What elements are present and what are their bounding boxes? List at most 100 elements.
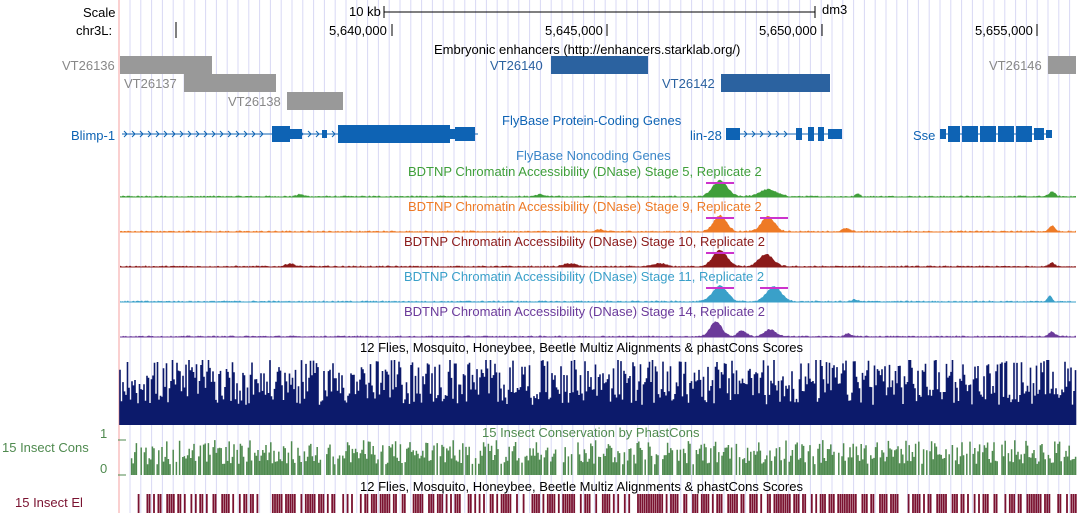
strand-arrow-icon — [307, 130, 312, 138]
exon-block[interactable] — [455, 127, 475, 141]
phastcons-side-label[interactable]: 15 Insect Cons — [2, 440, 89, 455]
enhancer-block[interactable] — [1048, 56, 1076, 74]
strand-arrow-icon — [155, 130, 160, 138]
exon-block[interactable] — [726, 128, 740, 140]
strand-arrow-icon — [775, 130, 780, 138]
strand-arrow-icon — [759, 130, 764, 138]
exon-block[interactable] — [796, 128, 802, 140]
enhancer-block[interactable] — [120, 56, 212, 74]
signal-clip-marker — [760, 217, 788, 219]
exon-block[interactable] — [338, 125, 450, 143]
assembly-label: dm3 — [822, 2, 848, 17]
exon-block[interactable] — [808, 127, 814, 141]
chrom-label: chr3L: — [76, 23, 113, 38]
conserved-elements[interactable] — [137, 494, 1077, 513]
dnase-stage5-signal[interactable] — [120, 179, 1076, 197]
signal-clip-marker — [706, 182, 734, 184]
position-label: 5,640,000 — [329, 23, 387, 38]
enhancer-label[interactable]: VT26140 — [490, 58, 543, 73]
dnase-stage10-title[interactable]: BDTNP Chromatin Accessibility (DNase) St… — [404, 234, 766, 249]
enhancer-label[interactable]: VT26136 — [62, 58, 115, 73]
strand-arrow-icon — [195, 130, 200, 138]
signal-clip-marker — [706, 252, 734, 254]
gene-label-sse[interactable]: Sse — [913, 128, 936, 143]
phastcons-y-min: 0 — [100, 461, 108, 476]
elements-side-label[interactable]: 15 Insect El — [15, 495, 83, 510]
strand-arrow-icon — [171, 130, 176, 138]
strand-arrow-icon — [187, 130, 192, 138]
strand-arrow-icon — [131, 130, 136, 138]
strand-arrow-icon — [315, 130, 320, 138]
enhancers-track-title[interactable]: Embryonic enhancers (http://enhancers.st… — [434, 42, 741, 57]
exon-block[interactable] — [1034, 128, 1044, 140]
strand-arrow-icon — [179, 130, 184, 138]
position-label: 5,655,000 — [975, 23, 1033, 38]
protein-coding-track-title[interactable]: FlyBase Protein-Coding Genes — [502, 113, 682, 128]
enhancer-label[interactable]: VT26138 — [228, 94, 281, 109]
dnase-stage10-signal[interactable] — [120, 249, 1076, 267]
position-label: 5,645,000 — [545, 23, 603, 38]
scale-bar-text: 10 kb — [349, 4, 381, 19]
exon-block[interactable] — [980, 126, 996, 142]
strand-arrow-icon — [147, 130, 152, 138]
strand-arrow-icon — [783, 130, 788, 138]
strand-arrow-icon — [235, 130, 240, 138]
enhancer-block[interactable] — [287, 92, 343, 110]
signal-tracks[interactable] — [118, 179, 1077, 513]
strand-arrow-icon — [203, 130, 208, 138]
strand-arrow-icon — [123, 130, 128, 138]
ruler — [175, 6, 1038, 38]
exon-block[interactable] — [818, 127, 824, 141]
enhancer-label[interactable]: VT26142 — [662, 76, 715, 91]
exon-block[interactable] — [828, 129, 842, 139]
exon-block[interactable] — [1016, 126, 1032, 142]
strand-arrow-icon — [331, 130, 336, 138]
exon-block[interactable] — [272, 126, 290, 142]
exon-block[interactable] — [998, 126, 1014, 142]
enhancer-block[interactable] — [551, 56, 648, 74]
signal-clip-marker — [760, 287, 788, 289]
strand-arrow-icon — [751, 130, 756, 138]
dnase-stage9-title[interactable]: BDTNP Chromatin Accessibility (DNase) St… — [408, 199, 762, 214]
gene-track[interactable] — [122, 125, 1052, 143]
phastcons-track-title[interactable]: 15 Insect Conservation by PhastCons — [482, 425, 700, 440]
multiz-track-title[interactable]: 12 Flies, Mosquito, Honeybee, Beetle Mul… — [360, 340, 803, 355]
multiz-bars[interactable] — [119, 360, 1077, 425]
exon-block[interactable] — [450, 129, 455, 139]
enhancer-block[interactable] — [721, 74, 830, 92]
dnase-stage14-signal[interactable] — [120, 321, 1076, 337]
strand-arrow-icon — [251, 130, 256, 138]
strand-arrow-icon — [743, 130, 748, 138]
strand-arrow-icon — [163, 130, 168, 138]
signal-clip-marker — [706, 287, 734, 289]
strand-arrow-icon — [767, 130, 772, 138]
exon-block[interactable] — [322, 130, 327, 138]
strand-arrow-icon — [243, 130, 248, 138]
gene-label-blimp1[interactable]: Blimp-1 — [71, 128, 116, 143]
enhancer-label[interactable]: VT26146 — [989, 58, 1042, 73]
enhancer-track[interactable] — [120, 56, 1076, 110]
exon-block[interactable] — [948, 126, 960, 142]
exon-block[interactable] — [940, 129, 946, 139]
strand-arrow-icon — [211, 130, 216, 138]
exon-block[interactable] — [1046, 130, 1052, 138]
enhancer-block[interactable] — [184, 74, 276, 92]
strand-arrow-icon — [219, 130, 224, 138]
noncoding-track-title[interactable]: FlyBase Noncoding Genes — [516, 148, 671, 163]
signal-clip-marker — [706, 217, 734, 219]
gene-label-lin28[interactable]: lin-28 — [690, 128, 722, 143]
enhancer-label[interactable]: VT26137 — [124, 76, 177, 91]
dnase-stage11-title[interactable]: BDTNP Chromatin Accessibility (DNase) St… — [404, 269, 765, 284]
scale-label: Scale — [83, 5, 116, 20]
exon-block[interactable] — [962, 126, 978, 142]
elements-track-title[interactable]: 12 Flies, Mosquito, Honeybee, Beetle Mul… — [360, 479, 803, 494]
dnase-stage11-signal[interactable] — [120, 285, 1076, 302]
exon-block[interactable] — [290, 129, 302, 139]
dnase-stage9-signal[interactable] — [120, 214, 1076, 232]
dnase-stage5-title[interactable]: BDTNP Chromatin Accessibility (DNase) St… — [408, 164, 762, 179]
phastcons-bars[interactable] — [130, 440, 1077, 475]
dnase-stage14-title[interactable]: BDTNP Chromatin Accessibility (DNase) St… — [404, 304, 766, 319]
strand-arrow-icon — [227, 130, 232, 138]
